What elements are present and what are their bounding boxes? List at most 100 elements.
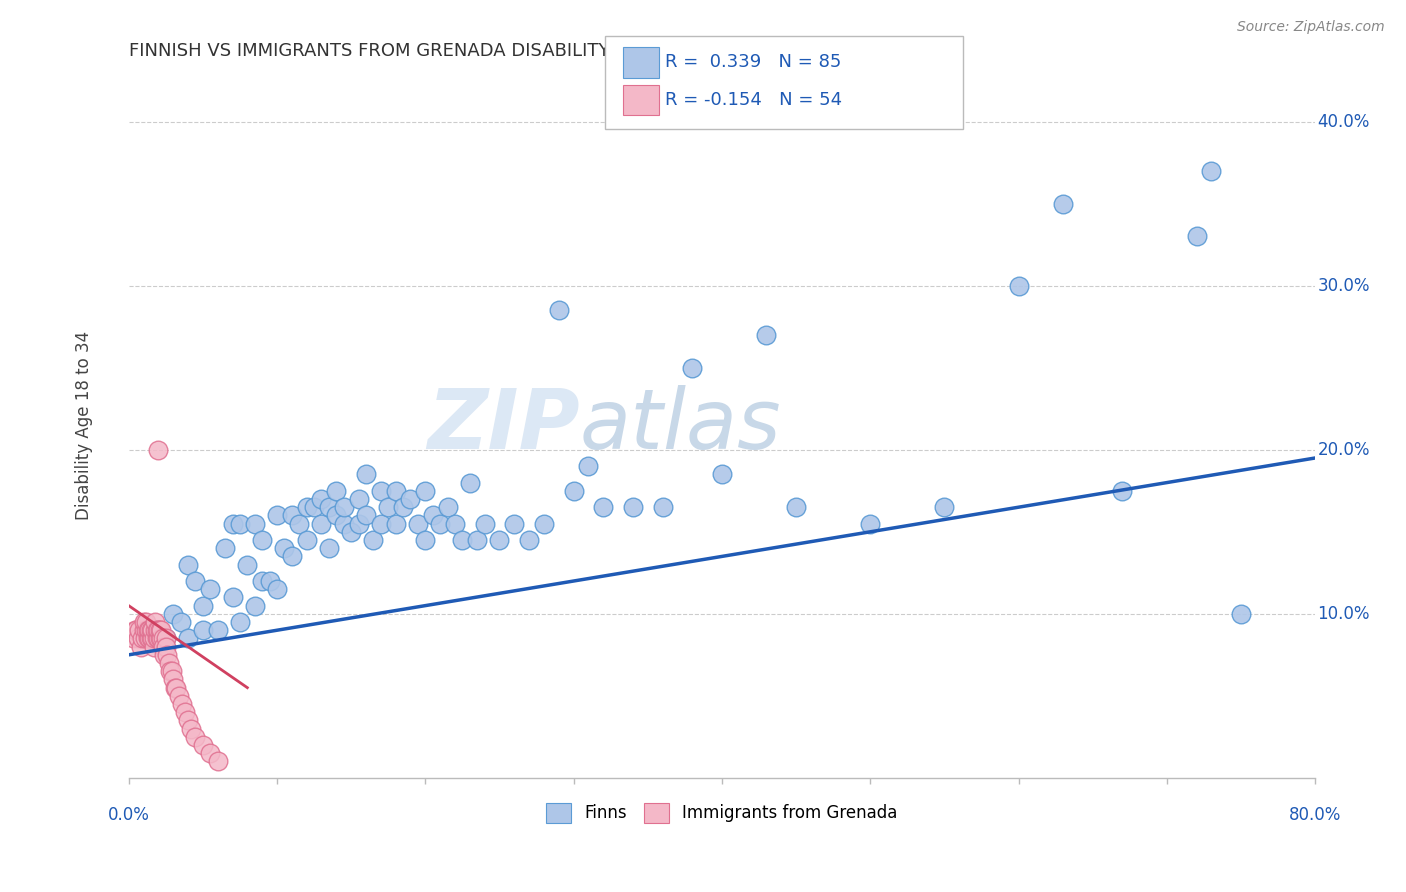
Point (141, 632, 163, 646)
Point (162, 673, 184, 687)
Point (340, 524, 363, 539)
Point (221, 591, 243, 605)
Point (288, 516, 311, 531)
Point (138, 632, 160, 646)
Point (148, 632, 170, 646)
Point (370, 516, 392, 531)
Point (295, 500, 318, 515)
Text: atlas: atlas (579, 384, 782, 466)
Point (167, 689, 190, 703)
Point (162, 607, 184, 621)
Point (311, 516, 333, 531)
Point (266, 582, 288, 597)
Point (127, 632, 149, 646)
Point (474, 516, 496, 531)
Point (859, 516, 882, 531)
Point (174, 706, 197, 720)
Text: 10.0%: 10.0% (1317, 605, 1369, 623)
Point (145, 615, 167, 629)
Point (517, 533, 540, 547)
Point (436, 500, 458, 515)
Point (139, 632, 162, 646)
Point (132, 615, 155, 629)
Point (370, 483, 392, 498)
Point (710, 467, 733, 482)
Point (177, 632, 200, 646)
Point (250, 574, 273, 588)
Point (1185, 229, 1208, 244)
Point (160, 665, 183, 679)
Point (169, 615, 191, 629)
Point (399, 491, 422, 506)
Point (184, 730, 207, 744)
Point (1007, 278, 1029, 293)
Point (562, 483, 585, 498)
Point (533, 516, 555, 531)
Point (236, 558, 259, 572)
Point (429, 516, 451, 531)
Point (148, 442, 170, 457)
Point (354, 467, 377, 482)
Point (142, 640, 165, 654)
Point (150, 624, 173, 638)
Point (592, 500, 614, 515)
Point (415, 533, 437, 547)
Point (451, 533, 474, 547)
Point (934, 500, 956, 515)
Point (177, 558, 200, 572)
Point (148, 624, 170, 638)
Point (150, 632, 173, 646)
Point (332, 500, 354, 515)
Point (755, 327, 778, 342)
Point (422, 508, 444, 523)
Point (325, 483, 347, 498)
Point (458, 475, 481, 490)
Point (152, 640, 174, 654)
Point (139, 624, 162, 638)
Point (124, 624, 146, 638)
Point (384, 483, 406, 498)
Point (207, 624, 229, 638)
Point (134, 632, 156, 646)
Point (578, 459, 600, 474)
Point (266, 508, 288, 523)
Point (135, 624, 157, 638)
Point (259, 574, 281, 588)
Text: 40.0%: 40.0% (1317, 112, 1369, 130)
Point (503, 516, 526, 531)
Point (347, 516, 370, 531)
Point (155, 632, 177, 646)
Point (332, 516, 354, 531)
Text: R =  0.339   N = 85: R = 0.339 N = 85 (665, 54, 841, 71)
Point (155, 640, 177, 654)
Point (465, 533, 488, 547)
Point (180, 722, 202, 736)
Point (318, 541, 340, 556)
Point (129, 640, 152, 654)
Point (302, 500, 325, 515)
Point (136, 624, 159, 638)
Point (148, 624, 170, 638)
Point (200, 746, 222, 760)
Point (444, 516, 467, 531)
Point (156, 648, 179, 662)
Point (229, 615, 252, 629)
Point (145, 624, 167, 638)
Text: R = -0.154   N = 54: R = -0.154 N = 54 (665, 91, 842, 109)
Point (146, 632, 169, 646)
Point (200, 582, 222, 597)
Point (347, 491, 370, 506)
Point (621, 500, 644, 515)
Point (406, 516, 429, 531)
Point (207, 755, 229, 769)
Point (392, 500, 415, 515)
Point (149, 624, 172, 638)
Point (384, 516, 406, 531)
Point (311, 491, 333, 506)
Point (149, 632, 172, 646)
Point (250, 533, 273, 547)
Point (651, 500, 673, 515)
Text: FINNISH VS IMMIGRANTS FROM GRENADA DISABILITY AGE 18 TO 34 CORRELATION CHART: FINNISH VS IMMIGRANTS FROM GRENADA DISAB… (129, 42, 941, 60)
Point (281, 549, 304, 564)
Point (1111, 483, 1133, 498)
